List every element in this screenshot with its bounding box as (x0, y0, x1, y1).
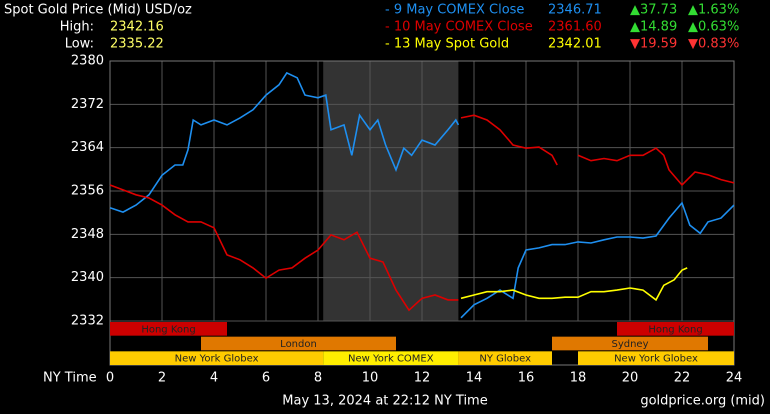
legend-change-pct: ▼0.83% (688, 37, 739, 52)
legend-change-pct: ▲1.63% (688, 3, 739, 18)
series-line (460, 267, 688, 302)
y-tick-label: 2364 (71, 140, 104, 155)
session-bar (110, 322, 227, 336)
x-axis-label: NY Time (43, 371, 97, 386)
x-tick-label: 8 (314, 371, 322, 386)
x-tick-label: 2 (158, 371, 166, 386)
legend-price: 2346.71 (548, 3, 602, 18)
source: goldprice.org (mid) (640, 394, 765, 409)
session-label: Hong Kong (648, 324, 702, 335)
x-tick-label: 12 (414, 371, 431, 386)
legend-price: 2361.60 (548, 20, 602, 35)
x-tick-label: 16 (518, 371, 535, 386)
low-value: 2335.22 (110, 37, 164, 52)
session-label: Hong Kong (141, 324, 195, 335)
chart-title: Spot Gold Price (Mid) USD/oz (4, 3, 192, 18)
x-tick-label: 18 (570, 371, 587, 386)
session-bar (552, 336, 708, 351)
high-value: 2342.16 (110, 20, 164, 35)
session-label: New York Globex (175, 354, 259, 365)
y-tick-label: 2372 (71, 97, 104, 112)
series-line (109, 71, 735, 319)
session-bar (458, 351, 552, 365)
legend-change: ▲37.73 (630, 3, 677, 18)
session-label: London (280, 339, 317, 350)
x-tick-label: 0 (106, 371, 114, 386)
y-tick-label: 2348 (71, 227, 104, 242)
y-tick-label: 2332 (71, 314, 104, 329)
session-bar (578, 351, 734, 365)
session-label: Sydney (611, 339, 648, 350)
x-tick-label: 14 (466, 371, 483, 386)
x-tick-label: 10 (362, 371, 379, 386)
x-tick-label: 6 (262, 371, 270, 386)
y-tick-label: 2340 (71, 270, 104, 285)
y-tick-label: 2380 (71, 54, 104, 69)
legend-price: 2342.01 (548, 37, 602, 52)
session-label: New York Globex (614, 354, 698, 365)
session-bar (617, 322, 734, 336)
legend-change: ▲14.89 (630, 20, 677, 35)
legend-entry: - 10 May COMEX Close (385, 20, 533, 35)
x-tick-label: 22 (674, 371, 691, 386)
y-tick-label: 2356 (71, 184, 104, 199)
series-line (109, 114, 735, 312)
legend-entry: - 13 May Spot Gold (385, 37, 509, 52)
footer: May 13, 2024 at 22:12 NY Time (282, 394, 487, 409)
legend-change: ▼19.59 (630, 37, 677, 52)
session-bar (110, 351, 324, 365)
session-bar (323, 351, 459, 365)
x-tick-label: 4 (210, 371, 218, 386)
x-tick-label: 20 (622, 371, 639, 386)
high-label: High: (60, 20, 94, 35)
session-label: NY Globex (479, 354, 531, 365)
legend-change-pct: ▲0.63% (688, 20, 739, 35)
legend-entry: - 9 May COMEX Close (385, 3, 524, 18)
session-bar (201, 336, 396, 351)
session-label: New York COMEX (348, 354, 434, 365)
x-tick-label: 24 (726, 371, 743, 386)
low-label: Low: (65, 37, 94, 52)
